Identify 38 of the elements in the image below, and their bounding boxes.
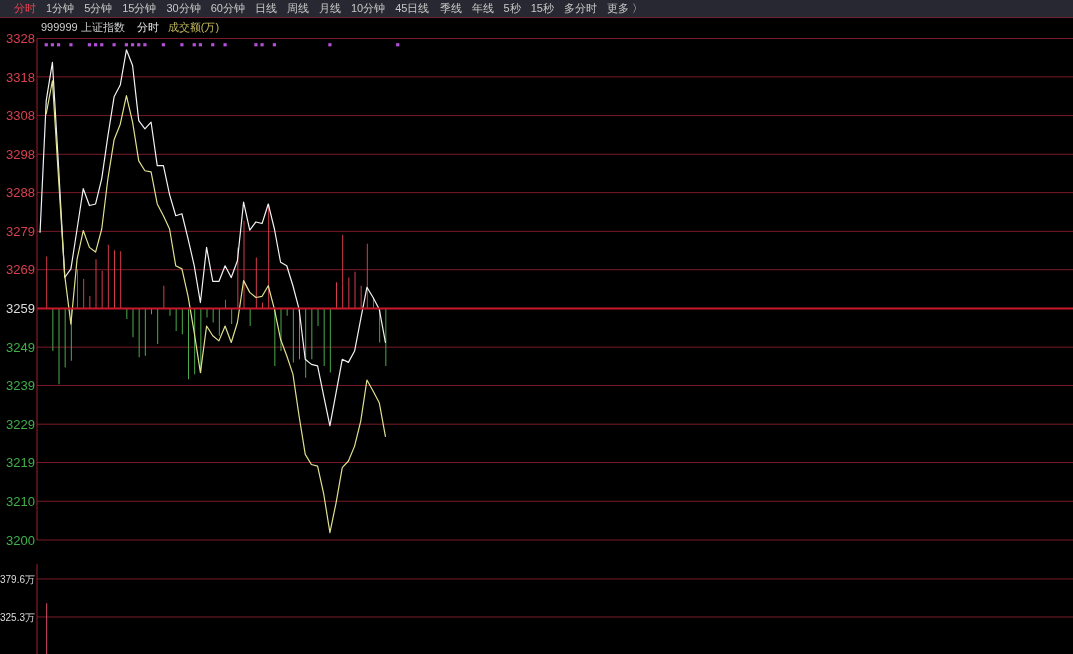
y-tick-label: 3279 — [6, 224, 35, 240]
y-tick-label: 3328 — [6, 31, 35, 47]
text: 季线 — [439, 1, 462, 16]
y-tick-label: 325.3万 — [0, 611, 35, 623]
chart-title: 999999 上证指数 — [41, 20, 125, 35]
text: 分时 — [14, 1, 36, 16]
text: 日线 — [255, 1, 277, 16]
text: 周线 — [287, 1, 309, 16]
text: 多分时 — [563, 1, 597, 16]
y-tick-label: 3210 — [6, 493, 35, 509]
y-tick-label: 379.6万 — [0, 573, 35, 585]
y-tick-label: 3249 — [6, 339, 35, 355]
y-tick-label: 3200 — [6, 532, 35, 548]
text: 15分钟 — [122, 1, 157, 16]
text: 成交额(万) — [167, 20, 220, 35]
text: 30分钟 — [166, 1, 201, 16]
text: 1分钟 — [46, 1, 75, 16]
y-tick-label: 3288 — [6, 185, 35, 201]
line-series — [39, 49, 387, 427]
y-tick-label: 3219 — [6, 455, 35, 471]
y-tick-label: 3229 — [6, 416, 35, 432]
text: 10分钟 — [351, 1, 386, 16]
line-series — [45, 80, 387, 534]
text: 45日线 — [395, 1, 430, 16]
y-tick-label: 3269 — [6, 262, 35, 278]
text: 15秒 — [530, 1, 554, 16]
y-tick-label: 3308 — [6, 108, 35, 124]
text: 更多 〉 — [606, 1, 643, 16]
text: 60分钟 — [210, 1, 245, 16]
text: 年线 — [471, 1, 494, 16]
y-tick-label: 3259 — [6, 301, 35, 317]
chart-subtitle: 分时 — [136, 20, 159, 35]
text: 月线 — [319, 1, 341, 16]
y-tick-label: 3318 — [6, 69, 35, 85]
y-tick-label: 3298 — [6, 146, 35, 162]
y-tick-label: 3239 — [6, 378, 35, 394]
text: 5秒 — [503, 1, 521, 16]
text: 5分钟 — [84, 1, 113, 16]
